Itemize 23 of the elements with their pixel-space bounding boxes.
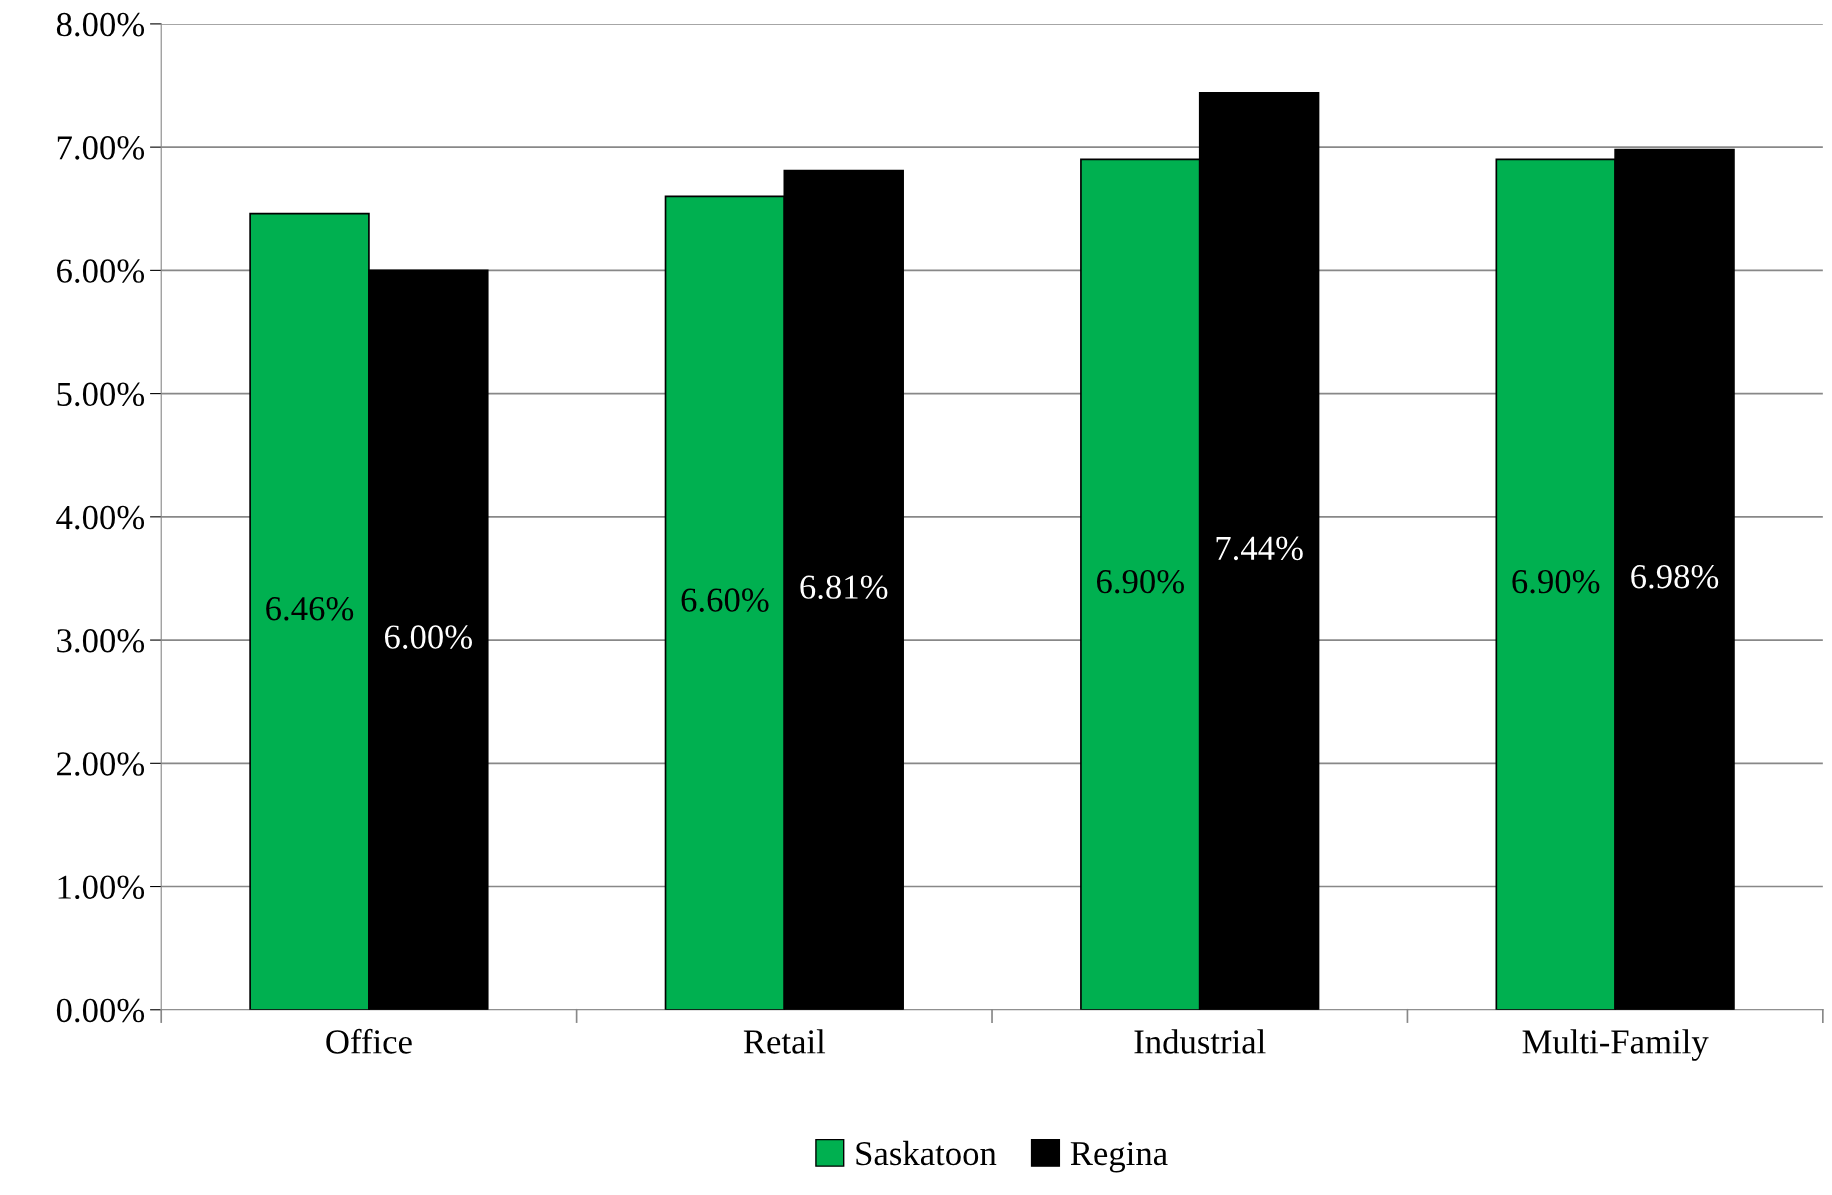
legend-label: Regina (1070, 1141, 1168, 1173)
y-tick-label: 7.00% (57, 136, 145, 160)
data-label: 7.44% (1216, 536, 1303, 561)
data-label: 6.98% (1631, 564, 1719, 589)
y-tick-label: 1.00% (58, 875, 145, 900)
data-label: 6.81% (800, 575, 888, 600)
x-tick-label: Industrial (1134, 1029, 1266, 1054)
y-tick-label: 6.00% (57, 259, 145, 283)
y-tick-label: 4.00% (56, 505, 145, 530)
x-tick-label: Multi-Family (1522, 1029, 1709, 1061)
data-label: 6.46% (266, 596, 354, 621)
data-label: 6.00% (384, 625, 472, 649)
y-tick-label: 3.00% (57, 629, 145, 653)
x-tick-label: Retail (743, 1029, 826, 1054)
x-tick-label: Office (326, 1028, 412, 1054)
data-label: 6.90% (1096, 569, 1184, 594)
y-tick-label: 2.00% (57, 752, 145, 776)
y-tick-label: 8.00% (56, 12, 145, 37)
data-label: 6.60% (681, 588, 769, 612)
data-label: 6.90% (1512, 569, 1600, 594)
y-tick-label: 0.00% (56, 998, 145, 1023)
y-tick-label: 5.00% (57, 382, 145, 407)
legend-label: Saskatoon (856, 1140, 997, 1166)
